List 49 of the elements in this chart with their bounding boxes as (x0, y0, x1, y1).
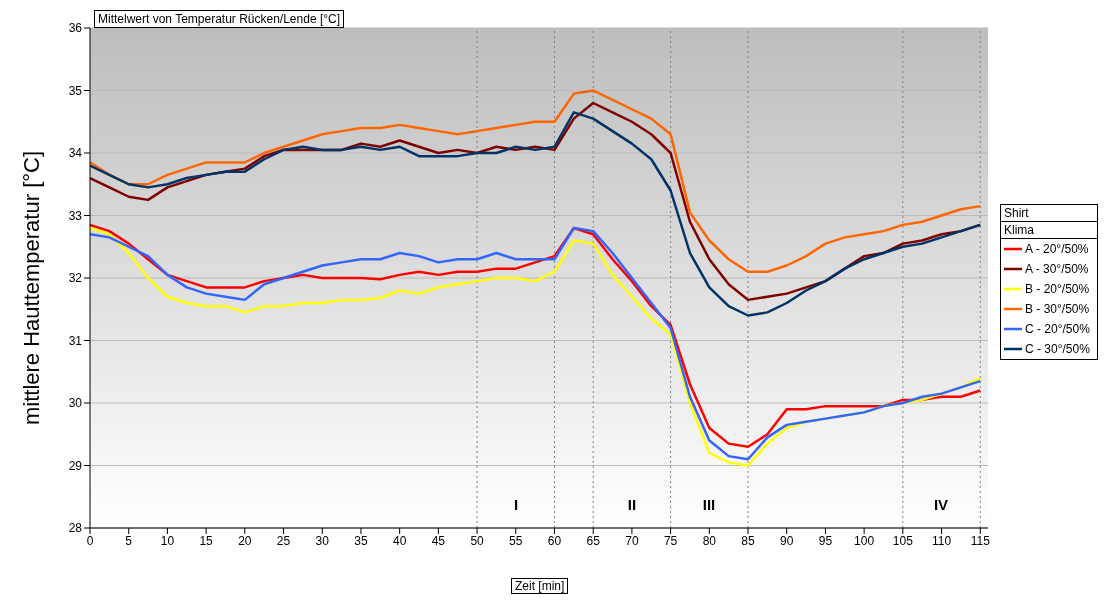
x-tick-label: 65 (586, 533, 601, 548)
annotation: IV (932, 496, 950, 513)
annotation: III (701, 496, 717, 513)
x-tick-label: 30 (315, 533, 330, 548)
x-tick-label: 70 (625, 533, 639, 548)
x-tick-label: 35 (354, 533, 368, 548)
x-tick-label: 90 (780, 533, 794, 548)
x-tick-label: 100 (854, 533, 875, 548)
x-tick-label: 45 (431, 533, 446, 548)
x-axis-title: Zeit [min] (511, 578, 569, 594)
legend-label: C - 20°/50% (1025, 322, 1090, 336)
x-tick-label: 10 (160, 533, 175, 548)
y-tick-label: 32 (68, 271, 83, 286)
y-tick-label: 35 (68, 83, 83, 98)
x-tick-label: 15 (199, 533, 214, 548)
y-tick-label: 29 (68, 458, 83, 473)
legend-label: B - 30°/50% (1025, 302, 1090, 316)
legend-label: C - 30°/50% (1025, 342, 1090, 356)
x-tick-label: 25 (276, 533, 291, 548)
x-tick-label: 55 (509, 533, 523, 548)
x-tick-label: 0 (86, 533, 94, 548)
x-tick-label: 85 (741, 533, 756, 548)
x-tick-label: 20 (238, 533, 252, 548)
line-series (90, 89, 982, 273)
x-tick-label: 95 (818, 533, 833, 548)
legend-label: A - 30°/50% (1025, 262, 1089, 276)
y-tick-label: 36 (68, 21, 83, 36)
x-tick-label: 75 (663, 533, 678, 548)
chart-title: Mittelwert von Temperatur Rücken/Lende [°C] (94, 10, 345, 28)
x-tick-label: 60 (547, 533, 562, 548)
x-tick-label: 80 (702, 533, 717, 548)
legend-title: Shirt (1001, 205, 1097, 222)
x-tick-label: 50 (470, 533, 485, 548)
annotation: I (512, 496, 520, 513)
y-tick-label: 28 (68, 521, 83, 536)
legend-label: A - 20°/50% (1025, 242, 1089, 256)
y-tick-label: 31 (68, 333, 83, 348)
x-tick-label: 40 (392, 533, 407, 548)
x-tick-label: 115 (970, 533, 991, 548)
x-tick-label: 5 (125, 533, 133, 548)
annotation: II (626, 496, 638, 513)
y-tick-label: 34 (68, 146, 83, 161)
y-tick-label: 33 (68, 208, 83, 223)
y-tick-label: 30 (68, 396, 83, 411)
y-axis-title: mittlere Hauttemperatur [°C] (19, 150, 45, 426)
x-tick-label: 110 (931, 533, 952, 548)
x-tick-label: 105 (892, 533, 914, 548)
text: Klima (1001, 222, 1097, 239)
legend-label: B - 20°/50% (1025, 282, 1090, 296)
